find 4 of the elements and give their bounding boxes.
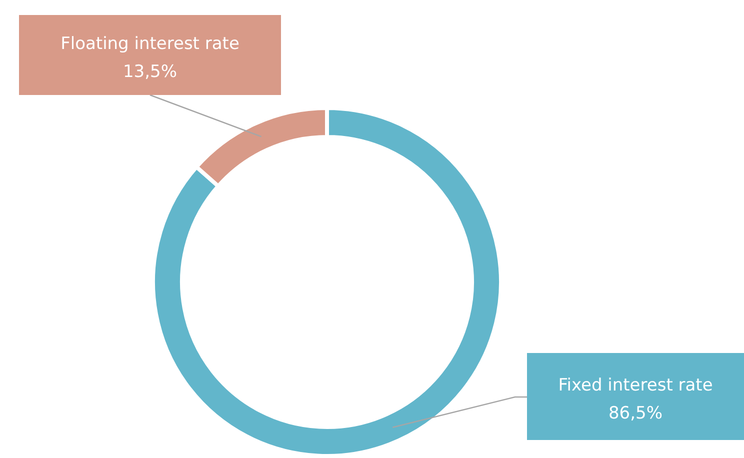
data-label: 86,5% xyxy=(608,404,663,424)
data-label: 13,5% xyxy=(122,62,178,82)
slice-label: Fixed interest rate xyxy=(558,376,713,396)
slice-label: Floating interest rate xyxy=(60,34,240,54)
